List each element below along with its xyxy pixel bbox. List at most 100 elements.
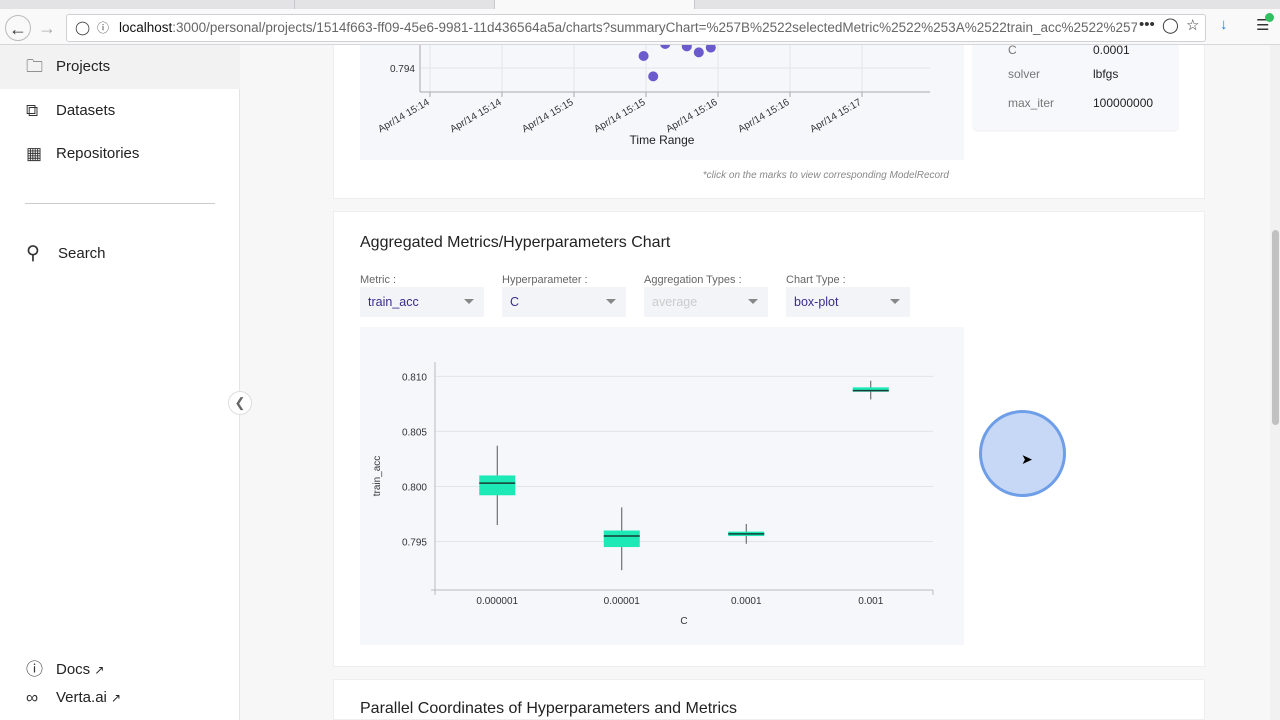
sidebar-item-repositories[interactable]: ▦ Repositories	[0, 132, 240, 176]
parallel-coordinates-title: Parallel Coordinates of Hyperparameters …	[360, 700, 738, 717]
y-tick-label: 0.794	[390, 64, 415, 75]
box-iqr	[479, 475, 516, 496]
data-point	[693, 47, 704, 58]
y-tick-label: 0.800	[402, 482, 427, 493]
url-bar[interactable]: ◯ ⓘ localhost:3000/personal/projects/151…	[66, 14, 1206, 42]
click-hint: *click on the marks to view correspondin…	[702, 170, 949, 181]
data-point	[681, 45, 692, 52]
tab-strip	[0, 0, 1280, 9]
x-tick-label: 0.0001	[731, 596, 762, 607]
main-content: 0.794 Apr/14 15:14 Apr/14 15:14 Apr/14 15:1…	[0, 45, 1270, 720]
more-icon[interactable]: •••	[1137, 16, 1157, 33]
chevron-left-icon: ❮	[234, 395, 246, 410]
box-plot-area: 0.795 0.800 0.805 0.810 train_acc C 0.000001 0.…	[360, 327, 964, 645]
x-tick-label: Apr/14 15:14	[448, 97, 503, 135]
box-iqr	[852, 387, 889, 392]
chevron-down-icon	[890, 299, 900, 304]
select-value: train_acc	[368, 295, 419, 309]
sidebar: 🗀 Projects ⧉ Datasets ▦ Repositories ⚲ Searc…	[0, 45, 240, 720]
external-link-icon: ↗	[94, 663, 105, 677]
data-point	[648, 71, 659, 82]
sidebar-item-label: Search	[58, 245, 106, 262]
parallel-coordinates-card	[333, 679, 1205, 720]
chart-type-select[interactable]: box-plot	[786, 287, 910, 317]
y-tick-label: 0.795	[402, 538, 427, 549]
url-host: localhost	[119, 20, 173, 35]
param-value: lbfgs	[1093, 67, 1119, 81]
model-params-panel: C 0.0001 solver lbfgs max_iter 100000000	[973, 45, 1178, 130]
sidebar-item-verta[interactable]: ∞ Verta.ai ↗	[0, 676, 240, 720]
x-tick-label: Apr/14 15:15	[592, 97, 647, 135]
x-axis-label: C	[680, 616, 687, 627]
param-key: solver	[1008, 67, 1041, 81]
box-iqr	[603, 530, 640, 548]
sidebar-item-label: Projects	[56, 58, 111, 75]
select-value: box-plot	[794, 295, 839, 309]
select-value: average	[652, 295, 698, 309]
sidebar-item-label: Datasets	[56, 102, 116, 119]
external-link-icon: ↗	[111, 691, 122, 705]
x-axis-label: Time Range	[630, 133, 695, 147]
update-badge-icon	[1265, 13, 1274, 22]
param-key: max_iter	[1008, 96, 1055, 110]
chevron-down-icon	[748, 299, 758, 304]
x-tick-label: Apr/14 15:16	[664, 97, 719, 135]
chevron-down-icon	[606, 299, 616, 304]
select-value: C	[510, 295, 520, 309]
x-tick-label: Apr/14 15:17	[808, 97, 863, 135]
x-tick-label: Apr/14 15:15	[520, 97, 575, 135]
x-tick-label: Apr/14 15:14	[376, 97, 431, 135]
forward-icon[interactable]: →	[38, 18, 56, 38]
repositories-icon: ▦	[26, 144, 43, 163]
folder-icon: 🗀	[26, 57, 43, 76]
browser-toolbar: ← → ◯ ⓘ localhost:3000/personal/projects…	[0, 0, 1280, 45]
x-tick-label: Apr/14 15:16	[736, 97, 791, 135]
aggregated-chart-title: Aggregated Metrics/Hyperparameters Chart	[360, 234, 671, 251]
chart-type-label: Chart Type :	[786, 274, 846, 286]
collapse-sidebar-button[interactable]: ❮	[228, 391, 252, 415]
sidebar-item-label: Repositories	[56, 145, 140, 162]
summary-chart-area: 0.794 Apr/14 15:14 Apr/14 15:14 Apr/14 15:1…	[360, 45, 964, 160]
hyperparameter-label: Hyperparameter :	[502, 274, 588, 286]
metric-label: Metric :	[360, 274, 397, 286]
pocket-icon[interactable]: ◯	[1162, 16, 1179, 34]
link-icon: ∞	[26, 688, 39, 707]
shield-icon[interactable]: ◯	[75, 20, 91, 35]
sidebar-item-label: Docs	[56, 661, 91, 678]
data-point	[660, 45, 671, 49]
x-tick-label: 0.000001	[476, 596, 518, 607]
sidebar-item-label: Verta.ai	[56, 689, 107, 706]
param-value: 0.0001	[1093, 45, 1130, 57]
back-icon[interactable]: ←	[5, 15, 31, 41]
sidebar-divider	[25, 203, 215, 204]
sidebar-item-projects[interactable]: 🗀 Projects	[0, 45, 240, 89]
download-icon[interactable]: ↓	[1220, 16, 1228, 33]
help-icon: ⓘ	[26, 660, 43, 679]
y-tick-label: 0.810	[402, 372, 427, 383]
data-point	[705, 45, 716, 53]
sidebar-item-datasets[interactable]: ⧉ Datasets	[0, 89, 240, 133]
sidebar-item-search[interactable]: ⚲ Search	[0, 232, 240, 276]
chevron-down-icon	[464, 299, 474, 304]
param-key: C	[1008, 45, 1017, 57]
data-point	[638, 51, 649, 61]
sidebar-item-docs[interactable]: ⓘ Docs ↗	[0, 648, 240, 692]
browser-tab[interactable]	[295, 0, 495, 9]
x-tick-label: 0.00001	[604, 596, 641, 607]
search-icon: ⚲	[26, 243, 40, 264]
url-path: :3000/personal/projects/1514f663-ff09-45…	[172, 20, 1148, 35]
browser-tab[interactable]	[95, 0, 295, 9]
aggregation-types-label: Aggregation Types :	[644, 274, 742, 286]
browser-tab-active[interactable]	[495, 0, 695, 9]
metric-select[interactable]: train_acc	[360, 287, 484, 317]
scrollbar-thumb[interactable]	[1272, 230, 1279, 425]
star-icon[interactable]: ☆	[1186, 16, 1200, 34]
hyperparameter-select[interactable]: C	[502, 287, 626, 317]
info-icon[interactable]: ⓘ	[97, 21, 110, 35]
x-tick-label: 0.001	[858, 596, 883, 607]
y-tick-label: 0.805	[402, 427, 427, 438]
summary-scatter-chart: 0.794 Apr/14 15:14 Apr/14 15:14 Apr/14 15:1…	[376, 45, 930, 147]
datasets-icon: ⧉	[26, 101, 39, 120]
aggregation-types-select[interactable]: average	[644, 287, 768, 317]
y-axis-label: train_acc	[372, 456, 383, 497]
